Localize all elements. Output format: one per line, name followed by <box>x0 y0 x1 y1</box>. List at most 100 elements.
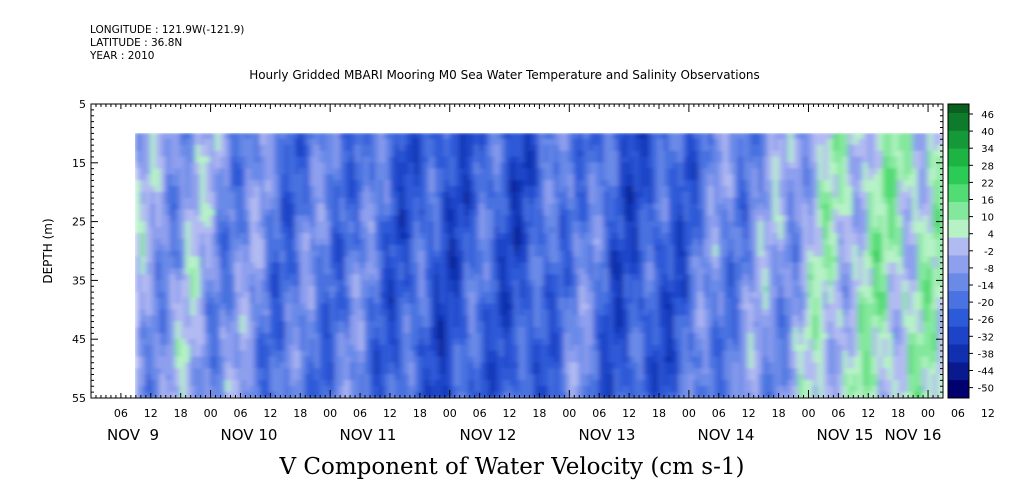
velocity-cell <box>459 309 466 316</box>
velocity-cell <box>613 303 620 311</box>
velocity-cell <box>434 262 441 269</box>
velocity-cell <box>329 209 336 217</box>
velocity-cell <box>234 203 242 211</box>
velocity-cell <box>663 315 670 322</box>
velocity-cell <box>409 168 416 175</box>
velocity-cell <box>573 333 580 340</box>
velocity-cell <box>648 391 655 398</box>
velocity-cell <box>404 350 411 358</box>
velocity-field <box>135 133 943 398</box>
velocity-cell <box>484 256 491 264</box>
velocity-cell <box>329 180 336 187</box>
velocity-cell <box>269 215 276 222</box>
velocity-cell <box>399 238 406 246</box>
velocity-cell <box>523 368 531 375</box>
velocity-cell <box>244 256 252 264</box>
velocity-cell <box>678 350 685 358</box>
velocity-cell <box>508 256 516 264</box>
velocity-cell <box>344 215 351 222</box>
velocity-cell <box>160 168 167 175</box>
velocity-cell <box>394 309 401 316</box>
velocity-cell <box>439 344 446 352</box>
velocity-cell <box>195 338 202 346</box>
velocity-cell <box>309 244 316 252</box>
velocity-cell <box>479 368 486 375</box>
velocity-cell <box>399 274 406 281</box>
velocity-cell <box>394 221 401 228</box>
velocity-cell <box>503 268 511 275</box>
velocity-cell <box>180 191 187 199</box>
velocity-cell <box>140 268 147 275</box>
velocity-cell <box>249 350 257 358</box>
velocity-cell <box>643 186 650 193</box>
velocity-cell <box>389 333 396 340</box>
velocity-cell <box>553 362 560 369</box>
velocity-cell <box>663 250 670 258</box>
velocity-cell <box>638 385 645 393</box>
velocity-cell <box>459 233 466 240</box>
velocity-cell <box>254 150 261 158</box>
velocity-cell <box>264 150 271 158</box>
velocity-cell <box>379 162 386 169</box>
velocity-cell <box>244 238 252 246</box>
velocity-cell <box>135 268 142 275</box>
velocity-cell <box>583 327 590 334</box>
velocity-cell <box>289 180 296 187</box>
velocity-cell <box>369 368 376 375</box>
velocity-cell <box>618 221 625 228</box>
velocity-cell <box>239 274 247 281</box>
velocity-cell <box>578 174 585 181</box>
velocity-cell <box>254 197 261 205</box>
velocity-cell <box>399 356 406 364</box>
velocity-cell <box>493 138 501 146</box>
velocity-cell <box>155 368 162 375</box>
velocity-cell <box>294 203 301 211</box>
velocity-cell <box>354 262 361 269</box>
velocity-cell <box>339 368 346 375</box>
velocity-cell <box>459 285 466 293</box>
velocity-cell <box>548 244 555 252</box>
velocity-cell <box>274 374 281 381</box>
velocity-cell <box>528 197 536 205</box>
velocity-cell <box>573 309 580 316</box>
velocity-cell <box>195 333 202 340</box>
velocity-cell <box>409 274 416 281</box>
velocity-cell <box>444 227 451 234</box>
velocity-cell <box>648 280 655 287</box>
velocity-cell <box>200 303 207 311</box>
velocity-cell <box>498 144 506 152</box>
velocity-cell <box>474 280 481 287</box>
velocity-cell <box>200 250 207 258</box>
velocity-cell <box>359 309 366 316</box>
velocity-cell <box>160 321 167 328</box>
velocity-cell <box>608 180 615 187</box>
velocity-cell <box>528 227 536 234</box>
velocity-cell <box>339 203 346 211</box>
velocity-cell <box>558 374 565 381</box>
velocity-cell <box>608 315 615 322</box>
velocity-cell <box>653 133 660 140</box>
velocity-cell <box>185 356 192 364</box>
velocity-cell <box>498 191 506 199</box>
velocity-cell <box>254 227 261 234</box>
velocity-cell <box>538 297 545 305</box>
velocity-cell <box>414 380 421 387</box>
velocity-cell <box>404 291 411 299</box>
velocity-cell <box>254 285 261 293</box>
velocity-cell <box>553 374 560 381</box>
velocity-cell <box>224 191 232 199</box>
velocity-cell <box>568 227 575 234</box>
velocity-cell <box>334 327 341 334</box>
velocity-cell <box>150 338 157 346</box>
velocity-cell <box>528 309 536 316</box>
velocity-cell <box>593 385 600 393</box>
velocity-cell <box>354 256 361 264</box>
velocity-cell <box>219 338 227 346</box>
velocity-cell <box>349 380 356 387</box>
velocity-cell <box>384 285 391 293</box>
velocity-cell <box>279 356 286 364</box>
velocity-cell <box>185 233 192 240</box>
velocity-cell <box>269 227 276 234</box>
velocity-cell <box>334 274 341 281</box>
velocity-cell <box>608 333 615 340</box>
